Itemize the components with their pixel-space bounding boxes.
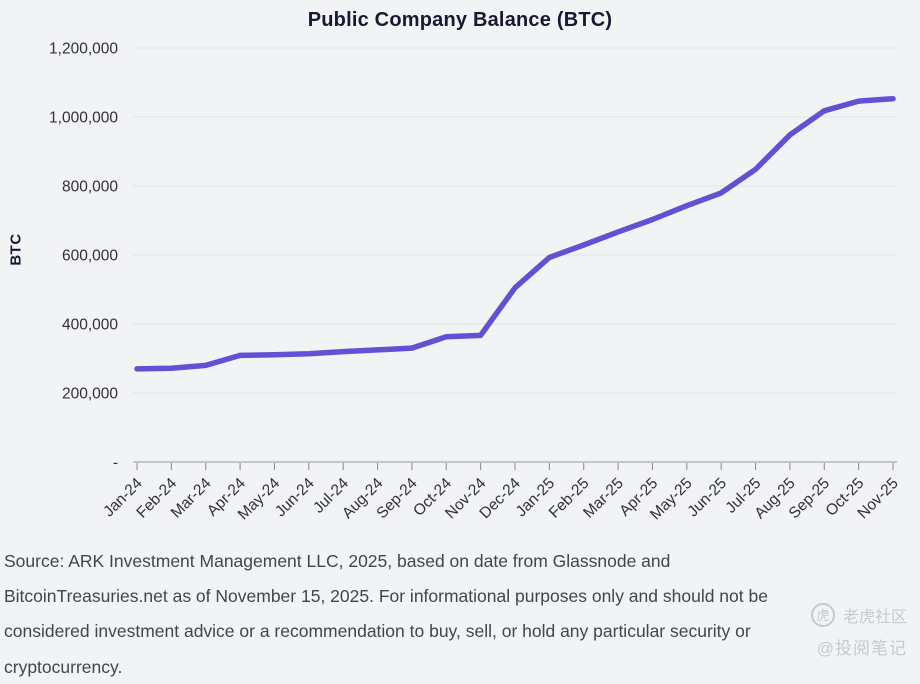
btc-balance-line <box>134 95 896 372</box>
y-tick-label: 800,000 <box>62 179 118 196</box>
watermark-community-row: 虎 老虎社区 <box>810 603 907 627</box>
x-tick-labels: Jan-24Feb-24Mar-24Apr-24May-24Jun-24Jul-… <box>100 475 902 524</box>
y-tick-label: 1,200,000 <box>49 41 118 58</box>
watermark-community-label: 老虎社区 <box>842 609 907 626</box>
y-tick-label: 400,000 <box>62 317 118 334</box>
x-axis-ticks <box>136 463 894 470</box>
y-tick-label: 600,000 <box>62 248 118 265</box>
x-tick-label: Jun-24 <box>272 475 318 521</box>
y-tick-label: 200,000 <box>62 386 118 403</box>
gridlines <box>133 47 897 394</box>
y-tick-labels: - 200,000 400,000 600,000 800,000 1,000,000 1,… <box>49 41 118 472</box>
source-line: cryptocurrency. <box>4 656 123 677</box>
btc-balance-chart: - 200,000 400,000 600,000 800,000 1,000,000 1,… <box>49 41 902 524</box>
y-tick-label: 1,000,000 <box>49 110 118 127</box>
tiger-logo-icon: 虎 <box>810 603 835 627</box>
source-disclaimer-text: Source: ARK Investment Management LLC, 2… <box>4 544 909 684</box>
source-line: Source: ARK Investment Management LLC, 2… <box>4 551 671 571</box>
source-line: considered investment advice or a recomm… <box>4 621 751 642</box>
x-tick-label: Jun-25 <box>684 475 730 521</box>
chart-title: Public Company Balance (BTC) <box>307 9 613 31</box>
source-line: BitcoinTreasuries.net as of November 15,… <box>4 586 768 607</box>
watermark: 虎 老虎社区 @投阅笔记 <box>810 603 907 659</box>
watermark-handle-label: @投阅笔记 <box>816 639 907 658</box>
y-tick-label: - <box>113 455 118 472</box>
